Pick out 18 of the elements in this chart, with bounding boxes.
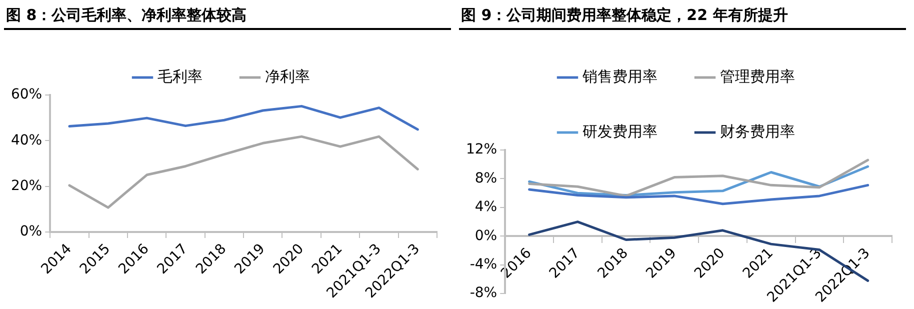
legend-label: 研发费用率 xyxy=(582,122,658,140)
y-tick-label: 8% xyxy=(474,170,498,186)
y-tick-label: -8% xyxy=(470,285,498,302)
chart-title: 图 9：公司期间费用率整体稳定，22 年有所提升 xyxy=(459,2,906,30)
legend-label: 管理费用率 xyxy=(720,67,795,86)
legend-label: 净利率 xyxy=(265,67,310,86)
y-tick-label: 0% xyxy=(20,224,42,240)
y-tick-label: 40% xyxy=(10,132,42,148)
y-tick-label: 12% xyxy=(466,142,498,158)
legend-label: 财务费用率 xyxy=(720,122,795,140)
chart-title: 图 8：公司毛利率、净利率整体较高 xyxy=(4,2,451,30)
y-tick-label: -4% xyxy=(470,256,498,273)
y-tick-label: 20% xyxy=(10,178,42,194)
y-tick-label: 4% xyxy=(474,199,498,216)
y-tick-label: 0% xyxy=(474,228,498,244)
y-tick-label: 60% xyxy=(10,86,42,103)
legend-label: 销售费用率 xyxy=(582,67,658,86)
legend-label: 毛利率 xyxy=(158,67,202,86)
